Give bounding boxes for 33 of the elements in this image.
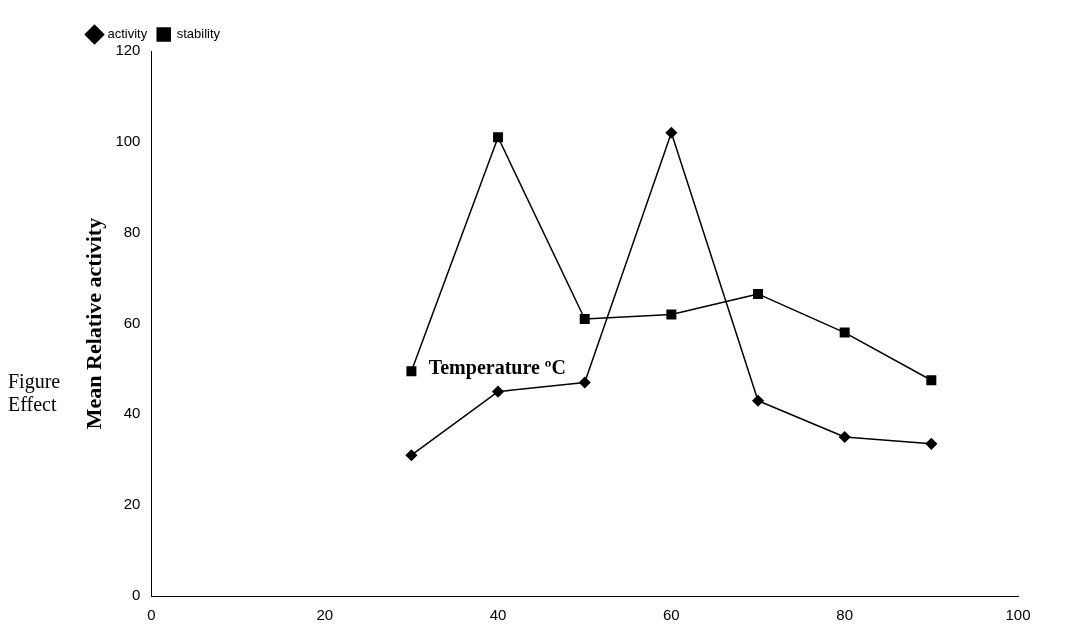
point	[666, 309, 677, 320]
point	[752, 394, 764, 407]
y-tick-label: 60	[123, 313, 141, 331]
x-tick-label: 40	[489, 606, 507, 624]
x-tick-label: 0	[147, 606, 156, 624]
point	[493, 132, 504, 143]
y-tick-label: 100	[115, 131, 141, 149]
point	[492, 385, 504, 398]
y-axis-title: Mean Relative activity	[80, 217, 106, 430]
y-tick-label: 80	[123, 222, 141, 240]
x-tick-label: 100	[1005, 606, 1031, 624]
x-tick-label: 20	[316, 606, 334, 624]
point	[405, 449, 418, 461]
legend-label: stability	[176, 26, 221, 42]
text: Effect	[8, 393, 58, 416]
x-tick-label: 80	[836, 606, 854, 624]
point	[838, 431, 851, 443]
point	[926, 375, 937, 386]
point	[578, 376, 591, 389]
point	[753, 288, 764, 299]
y-tick-label: 0	[132, 586, 141, 604]
point	[579, 313, 590, 324]
y-tick-label: 40	[123, 404, 141, 422]
point	[406, 366, 417, 377]
text: Figure	[8, 370, 62, 393]
point	[925, 438, 938, 450]
x-tick-label: 60	[663, 606, 680, 624]
point	[839, 327, 850, 338]
point	[665, 127, 678, 139]
legend-label: activity	[107, 26, 148, 42]
y-tick-label: 120	[115, 41, 141, 59]
annotation: Temperature ºC	[428, 356, 566, 380]
y-tick-label: 20	[123, 495, 141, 513]
